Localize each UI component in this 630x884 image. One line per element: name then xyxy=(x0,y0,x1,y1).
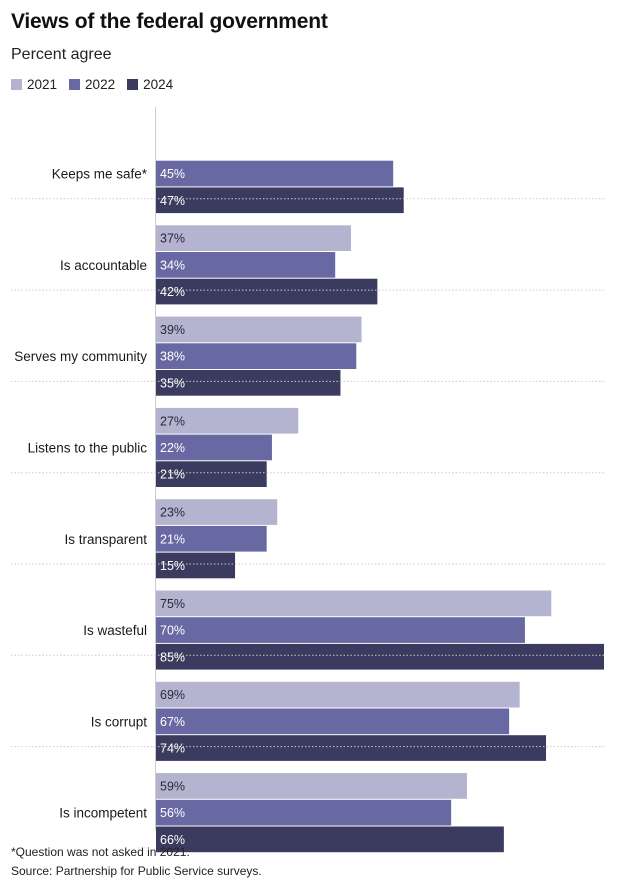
bar-is-incompetent-2021 xyxy=(156,773,467,799)
value-label-serves-my-community-2022: 38% xyxy=(160,350,185,364)
value-label-is-wasteful-2021: 75% xyxy=(160,597,185,611)
category-label-keeps-me-safe: Keeps me safe* xyxy=(52,167,148,182)
bar-is-incompetent-2024 xyxy=(156,826,504,853)
bar-is-corrupt-2021 xyxy=(156,681,520,708)
value-label-keeps-me-safe-2022: 45% xyxy=(160,167,185,181)
value-label-is-incompetent-2024: 66% xyxy=(160,833,185,847)
value-label-listens-to-the-public-2024: 21% xyxy=(160,468,185,482)
legend-label-2021: 2021 xyxy=(27,77,58,92)
bar-serves-my-community-2024 xyxy=(156,370,341,396)
chart-subtitle: Percent agree xyxy=(11,46,112,63)
bar-is-transparent-2024 xyxy=(156,552,236,579)
bar-is-accountable-2024 xyxy=(156,278,378,305)
chart-title: Views of the federal government xyxy=(11,10,328,33)
bar-is-accountable-2021 xyxy=(156,225,352,251)
value-label-listens-to-the-public-2022: 22% xyxy=(160,441,185,455)
bar-listens-to-the-public-2022 xyxy=(156,434,272,461)
bar-keeps-me-safe-2022 xyxy=(156,160,394,187)
bar-serves-my-community-2022 xyxy=(156,343,357,369)
legend-swatch-2021 xyxy=(11,79,22,90)
bar-is-accountable-2022 xyxy=(156,252,336,278)
bar-is-wasteful-2021 xyxy=(156,590,552,617)
category-label-is-corrupt: Is corrupt xyxy=(91,714,148,729)
legend: 2021 2022 2024 xyxy=(11,77,173,92)
bar-is-corrupt-2024 xyxy=(156,735,547,761)
category-label-is-accountable: Is accountable xyxy=(60,258,147,273)
legend-swatch-2024 xyxy=(127,79,139,90)
value-label-listens-to-the-public-2021: 27% xyxy=(160,414,185,428)
legend-label-2022: 2022 xyxy=(85,77,116,92)
value-label-is-transparent-2021: 23% xyxy=(160,506,185,520)
category-label-is-wasteful: Is wasteful xyxy=(83,623,147,638)
footnote: *Question was not asked in 2021. xyxy=(11,845,190,859)
bar-is-incompetent-2022 xyxy=(156,799,452,826)
bar-is-wasteful-2022 xyxy=(156,617,525,643)
legend-item-2022: 2022 xyxy=(69,77,115,92)
value-label-is-transparent-2022: 21% xyxy=(160,532,185,546)
legend-swatch-2022 xyxy=(69,79,81,90)
legend-item-2021: 2021 xyxy=(11,77,57,92)
value-label-is-incompetent-2022: 56% xyxy=(160,806,185,820)
legend-item-2024: 2024 xyxy=(127,77,173,92)
bar-listens-to-the-public-2024 xyxy=(156,461,267,487)
value-label-is-accountable-2022: 34% xyxy=(160,258,185,272)
value-label-is-accountable-2024: 42% xyxy=(160,285,185,299)
source-note: Source: Partnership for Public Service s… xyxy=(11,864,262,878)
category-label-is-transparent: Is transparent xyxy=(64,532,147,547)
value-label-is-wasteful-2024: 85% xyxy=(160,650,185,664)
bar-is-transparent-2021 xyxy=(156,499,278,525)
bar-keeps-me-safe-2024 xyxy=(156,187,404,214)
category-label-serves-my-community: Serves my community xyxy=(14,349,147,364)
value-label-is-accountable-2021: 37% xyxy=(160,232,185,246)
value-label-is-corrupt-2022: 67% xyxy=(160,715,185,729)
value-label-is-incompetent-2021: 59% xyxy=(160,779,185,793)
legend-label-2024: 2024 xyxy=(143,77,174,92)
category-label-listens-to-the-public: Listens to the public xyxy=(28,440,148,455)
bar-is-wasteful-2024 xyxy=(156,643,604,670)
value-label-is-corrupt-2024: 74% xyxy=(160,742,185,756)
bar-serves-my-community-2021 xyxy=(156,316,362,343)
bar-is-transparent-2022 xyxy=(156,525,267,552)
value-label-serves-my-community-2021: 39% xyxy=(160,323,185,337)
value-label-is-corrupt-2021: 69% xyxy=(160,688,185,702)
value-label-is-wasteful-2022: 70% xyxy=(160,624,185,638)
value-label-is-transparent-2024: 15% xyxy=(160,559,185,573)
category-label-is-incompetent: Is incompetent xyxy=(59,806,147,821)
bar-listens-to-the-public-2021 xyxy=(156,407,299,434)
bar-is-corrupt-2022 xyxy=(156,708,510,735)
value-label-keeps-me-safe-2024: 47% xyxy=(160,194,185,208)
value-label-serves-my-community-2024: 35% xyxy=(160,376,185,390)
